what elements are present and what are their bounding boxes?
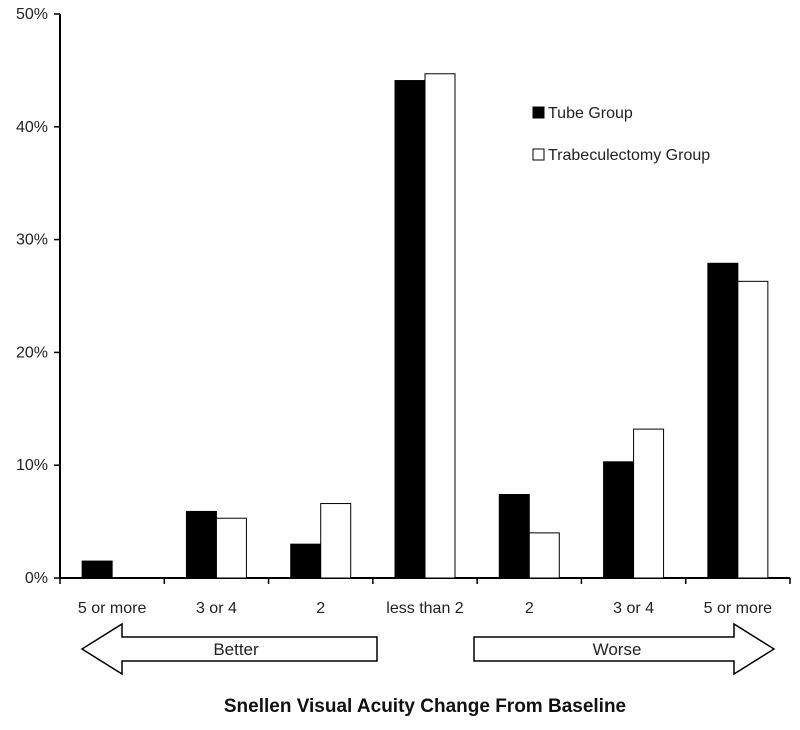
bar-trabeculectomy bbox=[424, 73, 456, 579]
worse-arrow bbox=[473, 622, 776, 676]
y-tick-label: 30% bbox=[16, 232, 48, 249]
bar-trabeculectomy bbox=[528, 532, 560, 579]
y-tick-label: 50% bbox=[16, 6, 48, 23]
legend: Tube Group Trabeculectomy Group bbox=[532, 105, 710, 164]
bar-trabeculectomy bbox=[737, 280, 769, 579]
legend-swatch bbox=[532, 106, 545, 119]
legend-label: Tube Group bbox=[548, 105, 633, 122]
bar-tube bbox=[81, 560, 113, 579]
x-tick-label: 3 or 4 bbox=[196, 600, 237, 617]
x-tick-label: 5 or more bbox=[78, 600, 147, 617]
bar-tube bbox=[185, 510, 217, 579]
x-tick-label: 2 bbox=[316, 600, 325, 617]
y-tick-label: 20% bbox=[16, 344, 48, 361]
x-tick-label: less than 2 bbox=[386, 600, 463, 617]
bar-tube bbox=[707, 262, 739, 579]
better-label: Better bbox=[213, 640, 259, 659]
x-axis-title: Snellen Visual Acuity Change From Baseli… bbox=[224, 696, 626, 717]
bars bbox=[81, 73, 769, 579]
x-tick-label: 2 bbox=[525, 600, 534, 617]
x-tick-label: 5 or more bbox=[704, 600, 773, 617]
axes: 0% 10% 20% 30% 40% 50% 5 or more 3 or 4 2 less th… bbox=[16, 6, 791, 617]
better-arrow bbox=[80, 622, 378, 676]
direction-arrows: Better Worse bbox=[80, 622, 776, 676]
worse-label: Worse bbox=[593, 640, 642, 659]
bar-tube bbox=[498, 494, 530, 579]
legend-swatch bbox=[532, 148, 545, 161]
bar-tube bbox=[290, 543, 322, 579]
bar-trabeculectomy bbox=[633, 428, 665, 579]
y-tick-label: 40% bbox=[16, 119, 48, 136]
bar-trabeculectomy bbox=[215, 517, 247, 579]
bar-tube bbox=[603, 461, 635, 579]
x-tick-label: 3 or 4 bbox=[613, 600, 654, 617]
y-tick-label: 10% bbox=[16, 457, 48, 474]
legend-label: Trabeculectomy Group bbox=[548, 147, 710, 164]
y-tick-label: 0% bbox=[25, 570, 48, 587]
bar-tube bbox=[394, 80, 426, 579]
bar-trabeculectomy bbox=[320, 503, 352, 579]
